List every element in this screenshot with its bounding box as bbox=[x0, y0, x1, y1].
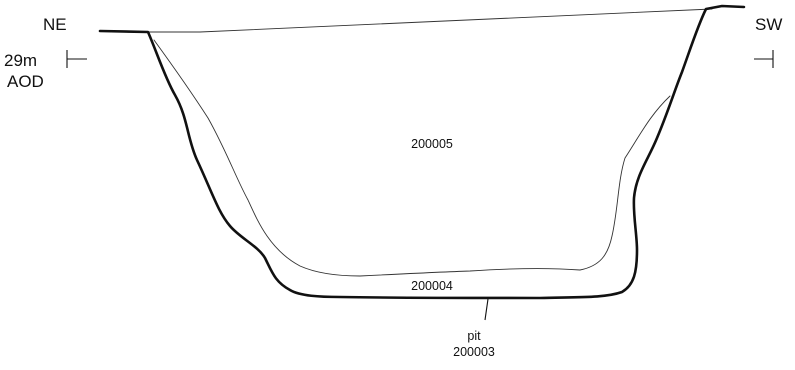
datum-height-label: 29m bbox=[4, 51, 37, 70]
datum-tick-right bbox=[754, 50, 774, 68]
orientation-label-right: SW bbox=[755, 15, 782, 34]
datum-unit-label: AOD bbox=[7, 72, 44, 91]
cut-type-label: pit bbox=[467, 329, 481, 343]
pit-cut-line bbox=[98, 4, 746, 300]
datum-tick-left bbox=[66, 50, 87, 68]
fill-interface-line bbox=[153, 39, 671, 277]
ground-surface-line bbox=[147, 8, 713, 33]
cut-label-leader bbox=[484, 298, 489, 321]
orientation-label-left: NE bbox=[43, 15, 67, 34]
upper-fill-label: 200005 bbox=[411, 137, 453, 151]
cut-number-label: 200003 bbox=[453, 345, 495, 359]
lower-fill-label: 200004 bbox=[411, 279, 453, 293]
